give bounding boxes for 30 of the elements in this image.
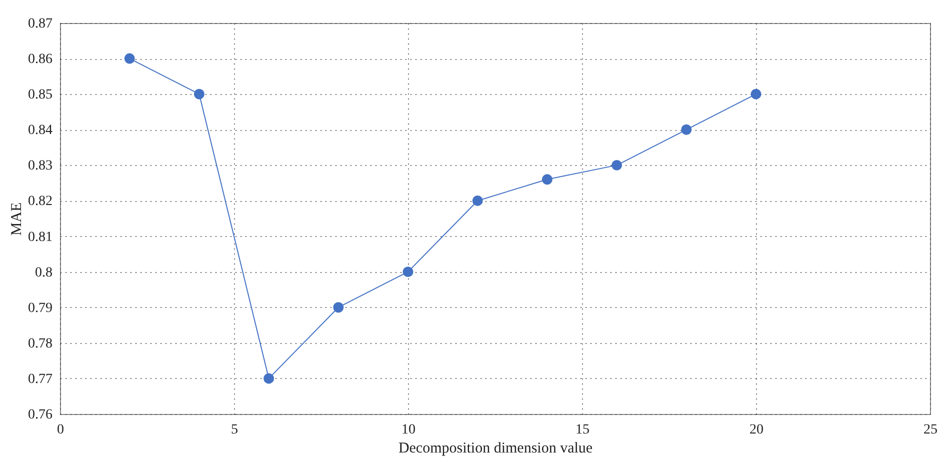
- y-tick-label: 0.79: [28, 300, 52, 316]
- y-tick-label: 0.76: [28, 408, 52, 422]
- y-axis-title: MAE: [9, 202, 25, 236]
- y-tick-label: 0.86: [28, 52, 52, 68]
- x-tick-label: 15: [576, 422, 590, 438]
- point: [333, 302, 344, 313]
- point: [542, 174, 552, 185]
- x-tick-label: 10: [402, 422, 416, 438]
- y-tick-label: 0.84: [28, 123, 52, 138]
- x-tick-label: 0: [57, 422, 64, 438]
- y-tick-label: 0.8: [35, 265, 52, 280]
- y-tick-label: 0.85: [28, 88, 52, 103]
- x-tick-label: 25: [924, 422, 938, 438]
- x-tick-label: 5: [231, 422, 238, 438]
- point: [194, 88, 204, 100]
- x-tick-label: 20: [750, 422, 764, 438]
- point: [402, 266, 414, 278]
- y-tick-label: 0.82: [28, 194, 52, 210]
- point: [264, 373, 274, 384]
- point: [612, 160, 622, 170]
- point: [681, 124, 692, 135]
- point: [472, 195, 483, 206]
- y-tick-label: 0.77: [28, 372, 52, 387]
- y-tick-label: 0.81: [28, 230, 52, 245]
- point: [750, 88, 762, 100]
- y-tick-label: 0.83: [28, 158, 52, 174]
- y-tick-label: 0.87: [28, 16, 52, 32]
- point: [124, 53, 135, 64]
- x-axis-title: Decomposition dimension value: [398, 440, 593, 456]
- y-tick-label: 0.78: [28, 336, 52, 352]
